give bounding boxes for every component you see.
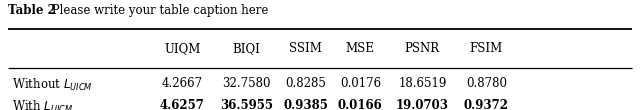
Text: 36.5955: 36.5955 (220, 99, 273, 110)
Text: 0.0166: 0.0166 (338, 99, 383, 110)
Text: 4.6257: 4.6257 (160, 99, 205, 110)
Text: 4.2667: 4.2667 (162, 77, 203, 90)
Text: UIQM: UIQM (164, 42, 200, 55)
Text: Table 2: Table 2 (8, 4, 56, 17)
Text: 0.9385: 0.9385 (284, 99, 328, 110)
Text: 0.8780: 0.8780 (466, 77, 507, 90)
Text: FSIM: FSIM (470, 42, 503, 55)
Text: 0.9372: 0.9372 (464, 99, 509, 110)
Text: 0.0176: 0.0176 (340, 77, 381, 90)
Text: PSNR: PSNR (405, 42, 440, 55)
Text: SSIM: SSIM (289, 42, 323, 55)
Text: Please write your table caption here: Please write your table caption here (48, 4, 268, 17)
Text: 32.7580: 32.7580 (222, 77, 271, 90)
Text: 19.0703: 19.0703 (396, 99, 449, 110)
Text: BIQI: BIQI (232, 42, 260, 55)
Text: 18.6519: 18.6519 (398, 77, 447, 90)
Text: With $L_{UICM}$: With $L_{UICM}$ (12, 99, 73, 110)
Text: Without $L_{UICM}$: Without $L_{UICM}$ (12, 77, 92, 93)
Text: MSE: MSE (346, 42, 375, 55)
Text: 0.8285: 0.8285 (285, 77, 326, 90)
